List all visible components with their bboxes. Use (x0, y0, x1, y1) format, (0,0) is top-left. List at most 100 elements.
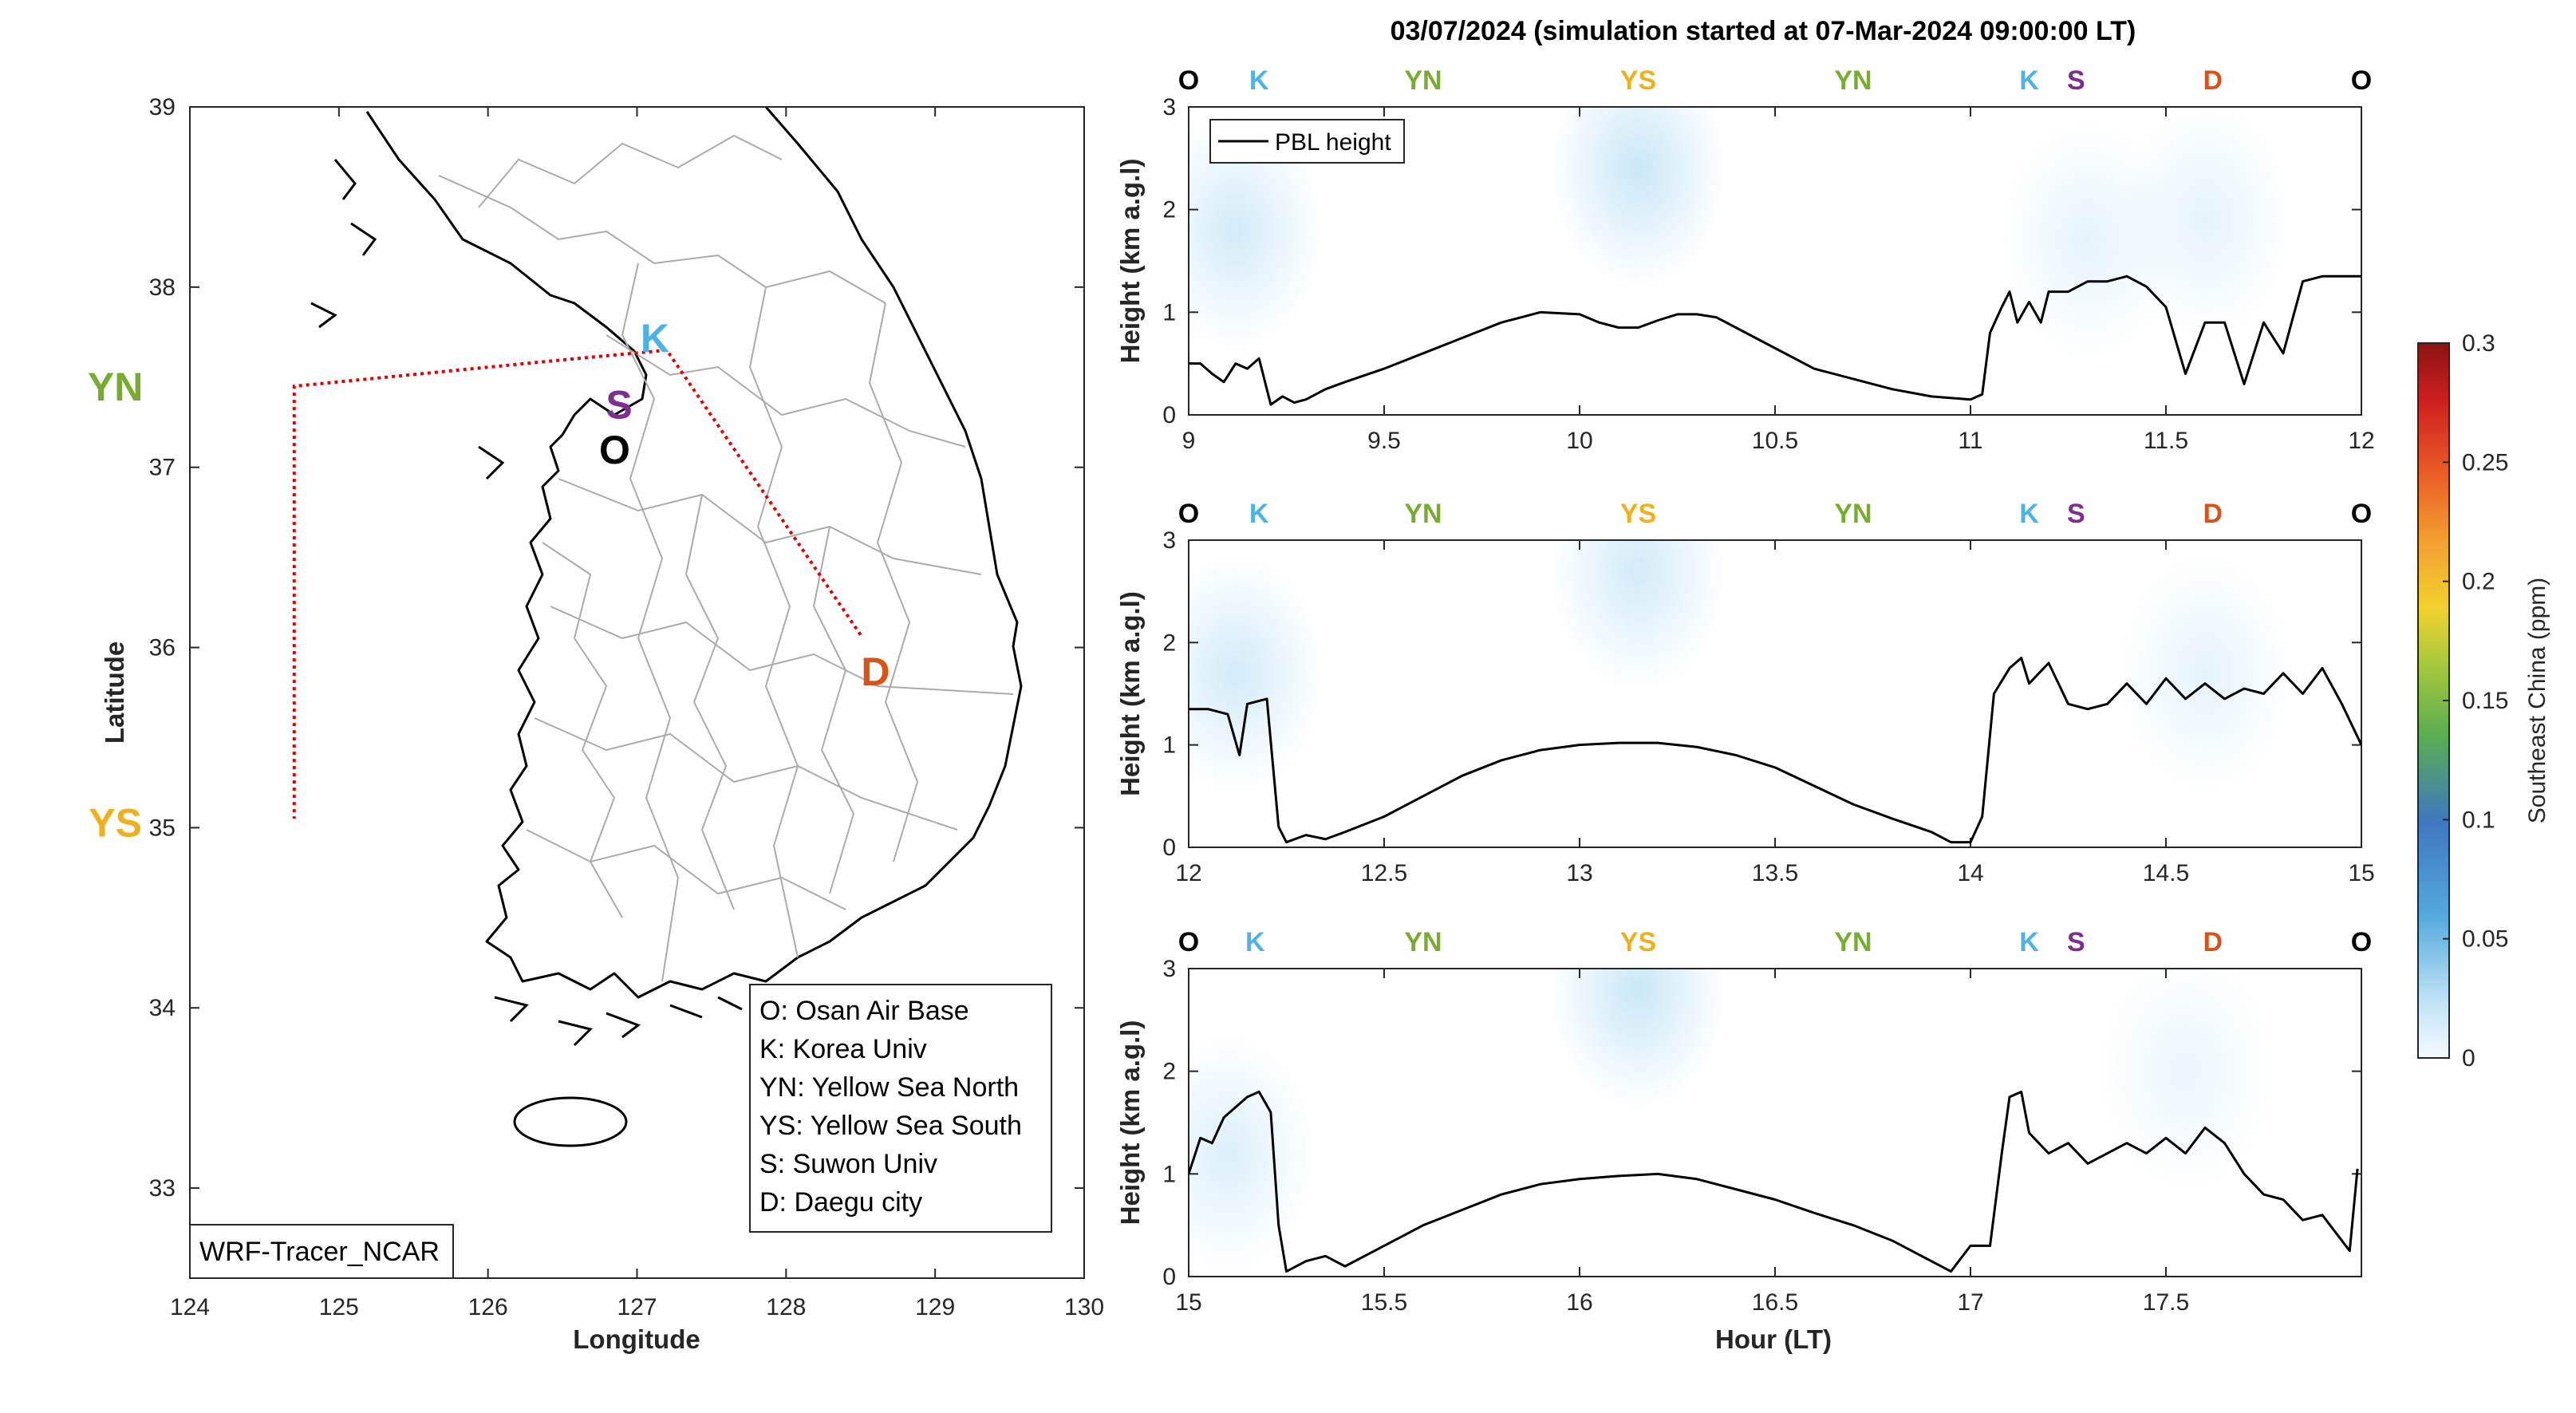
panel-x-tick-label: 10.5 (1752, 428, 1798, 454)
panel-y-tick-label: 2 (1162, 1059, 1176, 1085)
map-x-tick-label: 124 (170, 1294, 210, 1320)
colorbar-tick-label: 0 (2462, 1045, 2475, 1072)
site-marker-k: K (2019, 499, 2039, 529)
site-marker-k: K (2019, 927, 2039, 957)
map-legend: O: Osan Air Base K: Korea Univ YN: Yello… (749, 984, 1052, 1233)
map-x-tick-label: 129 (915, 1294, 955, 1320)
site-marker-ys: YS (1620, 65, 1656, 96)
panel-x-tick-label: 12 (1175, 860, 1201, 886)
map-site-k: K (641, 316, 669, 361)
site-marker-yn: YN (1404, 927, 1442, 957)
site-marker-k: K (1249, 499, 1269, 529)
panel-x-tick-label: 16 (1566, 1289, 1592, 1316)
tracer-field (1189, 540, 2293, 793)
site-marker-k: K (1245, 927, 1265, 957)
site-marker-s: S (2067, 927, 2085, 957)
site-marker-k: K (2019, 65, 2039, 96)
panel-x-tick-label: 17 (1957, 1289, 1983, 1316)
panel-x-tick-label: 13 (1566, 860, 1592, 886)
site-marker-yn: YN (1404, 499, 1442, 529)
map-y-tick-label: 38 (149, 274, 176, 301)
site-marker-s: S (2067, 499, 2085, 529)
flight-track (292, 348, 862, 819)
panel-x-tick-label: 13.5 (1752, 860, 1798, 886)
panel-y-tick-label: 2 (1162, 197, 1176, 223)
site-marker-o: O (2351, 65, 2372, 96)
site-marker-o: O (1178, 65, 1199, 96)
map-y-tick-label: 36 (149, 635, 176, 661)
panel-y-tick-label: 3 (1162, 956, 1176, 982)
panel-x-tick-label: 12.5 (1361, 860, 1407, 886)
map-site-s: S (606, 383, 632, 428)
panel-y-tick-label: 1 (1162, 1161, 1176, 1187)
site-marker-s: S (2067, 65, 2085, 96)
site-marker-yn: YN (1834, 927, 1872, 957)
panel-x-tick-label: 15 (1175, 1289, 1201, 1316)
panel-y-tick-label: 0 (1162, 402, 1176, 428)
panel-y-tick-label: 3 (1162, 94, 1176, 120)
map-site-o: O (599, 428, 630, 472)
map-y-tick-label: 37 (149, 455, 176, 481)
site-marker-ys: YS (1620, 927, 1656, 957)
site-marker-o: O (2351, 499, 2372, 529)
panel-x-tick-label: 12 (2348, 428, 2374, 454)
panel-bottom: 15 15.5 16 16.5 17 17.5 0 1 2 3 Height (km a.g.l) O… (1115, 927, 2372, 1316)
legend-item-suwon: S: Suwon Univ (759, 1149, 937, 1179)
panel-x-tick-label: 11.5 (2144, 428, 2188, 454)
pbl-height-line (1189, 274, 2361, 406)
panel-x-tick-label: 15.5 (1361, 1289, 1407, 1316)
korea-map (310, 107, 1023, 1147)
tracer-field (1189, 107, 2293, 361)
site-marker-yn: YN (1404, 65, 1442, 96)
site-marker-o: O (2351, 927, 2372, 957)
colorbar-label: Southeast China (ppm) (2524, 578, 2550, 824)
map-x-tick-label: 126 (468, 1294, 508, 1320)
legend-item-osan: O: Osan Air Base (759, 996, 969, 1026)
colorbar-tick-label: 0.25 (2462, 449, 2508, 476)
tracer-field (1189, 969, 2274, 1273)
panel-x-tick-label: 9.5 (1367, 428, 1401, 454)
map-y-tick-label: 34 (149, 995, 176, 1021)
site-marker-k: K (1249, 65, 1269, 96)
site-marker-d: D (2203, 65, 2223, 96)
panel-x-tick-label: 16.5 (1752, 1289, 1798, 1316)
panel-y-tick-label: 2 (1162, 630, 1176, 656)
panel-y-tick-label: 0 (1162, 1264, 1176, 1290)
panel-x-tick-label: 14.5 (2143, 860, 2189, 886)
map-site-d: D (861, 649, 890, 694)
map-x-tick-label: 127 (617, 1294, 657, 1320)
tracer-patch (1550, 969, 1726, 1109)
tracer-patch (2117, 107, 2293, 340)
map-y-ticks: 33 34 35 36 37 38 39 (149, 94, 1084, 1202)
tracer-patch (1189, 110, 1324, 350)
site-marker-o: O (1178, 499, 1199, 529)
map-site-ys: YS (89, 801, 142, 846)
colorbar-tick-label: 0.15 (2462, 688, 2508, 714)
site-marker-d: D (2203, 927, 2223, 957)
source-label-box: WRF-Tracer_NCAR (189, 1224, 454, 1279)
tracer-patch (2097, 969, 2274, 1191)
legend-item-ys: YS: Yellow Sea South (759, 1111, 1022, 1141)
colorbar-tick-label: 0.2 (2462, 569, 2495, 595)
panel-y-label: Height (km a.g.l) (1115, 159, 1145, 364)
colorbar-tick-label: 0.1 (2462, 807, 2495, 833)
map-x-tick-label: 130 (1064, 1294, 1104, 1320)
site-marker-yn: YN (1834, 65, 1872, 96)
map-y-label: Latitude (100, 641, 129, 744)
tracer-patch (1550, 107, 1726, 289)
panel-x-tick-label: 14 (1957, 860, 1983, 886)
source-label: WRF-Tracer_NCAR (199, 1237, 440, 1267)
map-y-tick-label: 39 (149, 94, 176, 120)
legend-item-daegu: D: Daegu city (759, 1187, 922, 1218)
colorbar-tick-label: 0.3 (2462, 330, 2495, 357)
legend-item-korea: K: Korea Univ (759, 1034, 927, 1064)
colorbar: 0 0.05 0.1 0.15 0.2 0.25 0.3 Southeast China (… (2417, 330, 2550, 1072)
tracer-patch (1189, 553, 1324, 793)
site-marker-yn: YN (1834, 499, 1872, 529)
map-site-yn: YN (88, 365, 143, 409)
panel-y-tick-label: 0 (1162, 835, 1176, 861)
